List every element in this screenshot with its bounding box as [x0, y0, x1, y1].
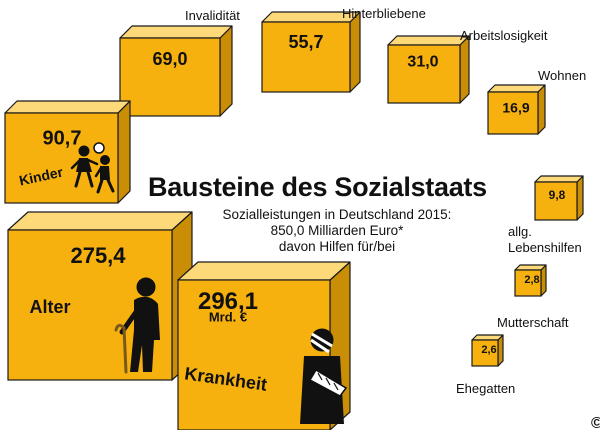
broken-arm-icon — [300, 328, 348, 424]
cube-top — [387, 35, 470, 46]
cube-top — [119, 25, 233, 39]
category-label: Wohnen — [538, 68, 586, 83]
value-label: 31,0 — [407, 53, 438, 70]
cube-top — [177, 261, 351, 281]
running-children-icon — [70, 142, 115, 194]
value-label: 9,8 — [549, 188, 566, 202]
elderly-person-with-cane-icon — [114, 277, 160, 374]
cube-side — [576, 175, 584, 221]
chart-title: Bausteine des Sozialstaats — [148, 172, 487, 202]
cube-front — [487, 91, 539, 135]
value-label: 16,9 — [502, 99, 529, 115]
cube-top — [7, 211, 193, 231]
cube-1: 275,4 Alter — [7, 211, 193, 381]
cube-9: 2,6 Ehegatten — [456, 334, 515, 396]
cube-top — [4, 100, 131, 114]
cube-6: 16,9 Wohnen — [487, 68, 586, 135]
value-label: 296,1 — [198, 288, 258, 315]
cube-top — [471, 334, 504, 341]
cube-front — [514, 269, 542, 297]
cube-front — [471, 339, 499, 367]
category-label: Hinterbliebene — [342, 6, 426, 21]
cube-front — [261, 21, 351, 93]
subtitle-line: davon Hilfen für/bei — [278, 239, 396, 254]
chart-subtitle: Sozialleistungen in Deutschland 2015: 85… — [212, 207, 462, 255]
category-label: Lebenshilfen — [508, 240, 582, 255]
value-label: 69,0 — [152, 49, 187, 69]
cube-side — [459, 35, 470, 104]
value-label: 2,6 — [481, 344, 496, 356]
category-label: Invalidität — [185, 8, 240, 23]
category-label: Alter — [29, 297, 70, 317]
category-label: Mutterschaft — [497, 315, 569, 330]
value-label: 55,7 — [288, 32, 323, 52]
cube-8: 2,8 Mutterschaft — [497, 264, 569, 330]
cube-top — [534, 175, 584, 183]
cube-front — [534, 181, 578, 221]
cube-side — [219, 25, 233, 117]
category-label: Arbeitslosigkeit — [460, 28, 548, 43]
cube-4: 55,7 Hinterbliebene — [261, 6, 426, 93]
cube-front — [387, 44, 461, 104]
cube-top — [514, 264, 547, 271]
value-label: 90,7 — [43, 128, 82, 150]
cube-side — [537, 84, 546, 135]
cube-7: 9,8 allg.Lebenshilfen — [508, 175, 584, 255]
category-label: Ehegatten — [456, 381, 515, 396]
cube-top — [487, 84, 546, 93]
cube-front — [119, 37, 221, 117]
unit-label: Mrd. € — [209, 310, 247, 325]
value-label: 275,4 — [70, 243, 126, 268]
cube-3: 69,0 Invalidität — [119, 8, 240, 117]
subtitle-line: 850,0 Milliarden Euro* — [270, 223, 404, 238]
subtitle-line: Sozialleistungen in Deutschland 2015: — [222, 207, 452, 222]
cube-side — [117, 100, 131, 204]
cube-5: 31,0 Arbeitslosigkeit — [387, 28, 548, 104]
value-label: 2,8 — [524, 274, 539, 286]
cube-side — [349, 11, 361, 93]
category-label: allg. — [508, 224, 532, 239]
logo-corner-icon: © — [591, 415, 600, 430]
